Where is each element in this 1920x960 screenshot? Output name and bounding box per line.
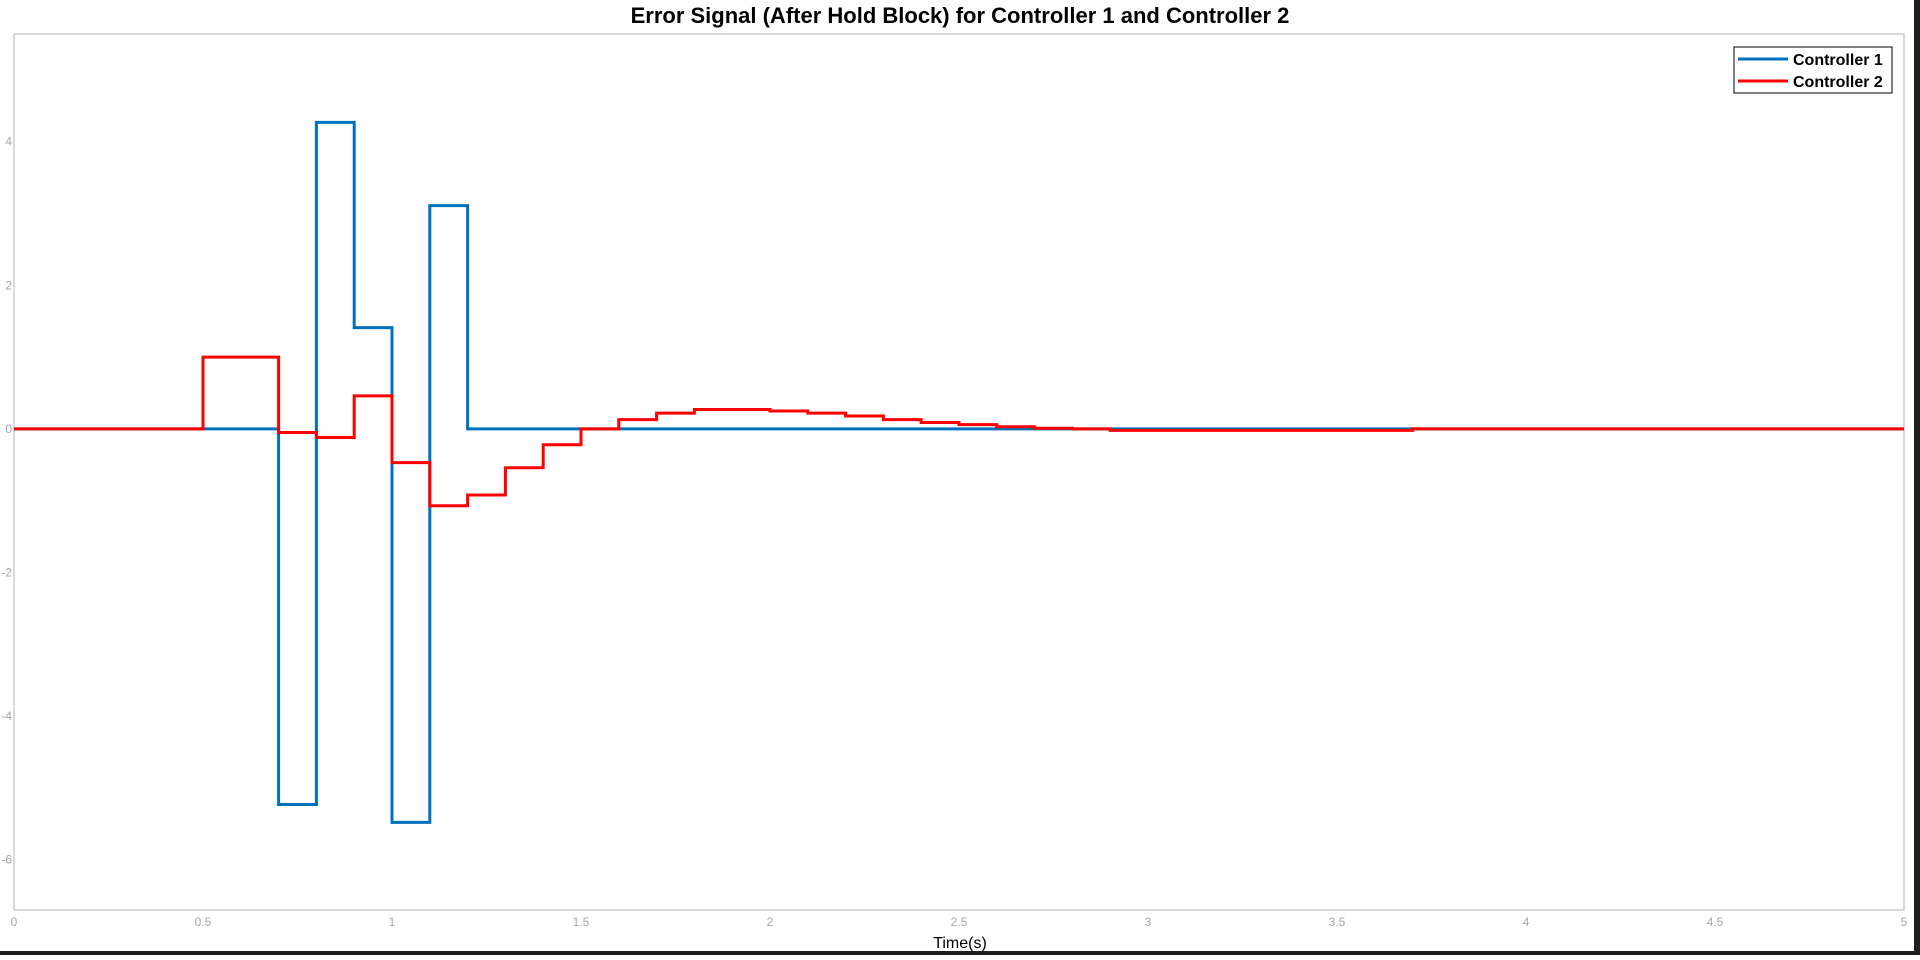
- y-tick-label: 4: [5, 135, 12, 149]
- y-tick-label: -2: [1, 566, 12, 580]
- x-tick-label: 0.5: [195, 915, 212, 929]
- series-line-controller-1: [14, 120, 1904, 824]
- legend-label-controller-1: Controller 1: [1793, 52, 1883, 69]
- labels-layer: 0 0.5 1 1.5 2 2.5 3 3.5 4 4.5 5 -6 -4 -2 0 2 4: [1, 135, 1907, 929]
- x-tick-label: 3.5: [1329, 915, 1346, 929]
- x-tick-label: 0: [11, 915, 18, 929]
- y-tick-label: -6: [1, 853, 12, 867]
- chart-title: Error Signal (After Hold Block) for Cont…: [631, 3, 1290, 28]
- window-border-right: [1914, 0, 1920, 955]
- axes-layer: [13, 33, 1905, 911]
- y-tick-label: -4: [1, 709, 12, 723]
- x-tick-label: 5: [1901, 915, 1908, 929]
- legend-label-controller-2: Controller 2: [1793, 74, 1883, 91]
- legend-box: [1733, 46, 1893, 94]
- legend[interactable]: Controller 1 Controller 2: [1733, 46, 1893, 94]
- x-tick-label: 4.5: [1707, 915, 1724, 929]
- y-tick-label: 0: [5, 422, 12, 436]
- y-tick-label: 2: [5, 278, 12, 292]
- x-tick-label: 4: [1523, 915, 1530, 929]
- x-tick-label: 2: [767, 915, 774, 929]
- x-tick-label: 2.5: [951, 915, 968, 929]
- plot-area: [13, 33, 1905, 911]
- x-axis-label: Time(s): [933, 935, 987, 952]
- x-tick-label: 1.5: [573, 915, 590, 929]
- x-tick-label: 3: [1145, 915, 1152, 929]
- window-border-bottom: [0, 951, 1920, 955]
- series-line-controller-2: [14, 355, 1904, 508]
- x-tick-label: 1: [389, 915, 396, 929]
- series-layer: [14, 120, 1904, 824]
